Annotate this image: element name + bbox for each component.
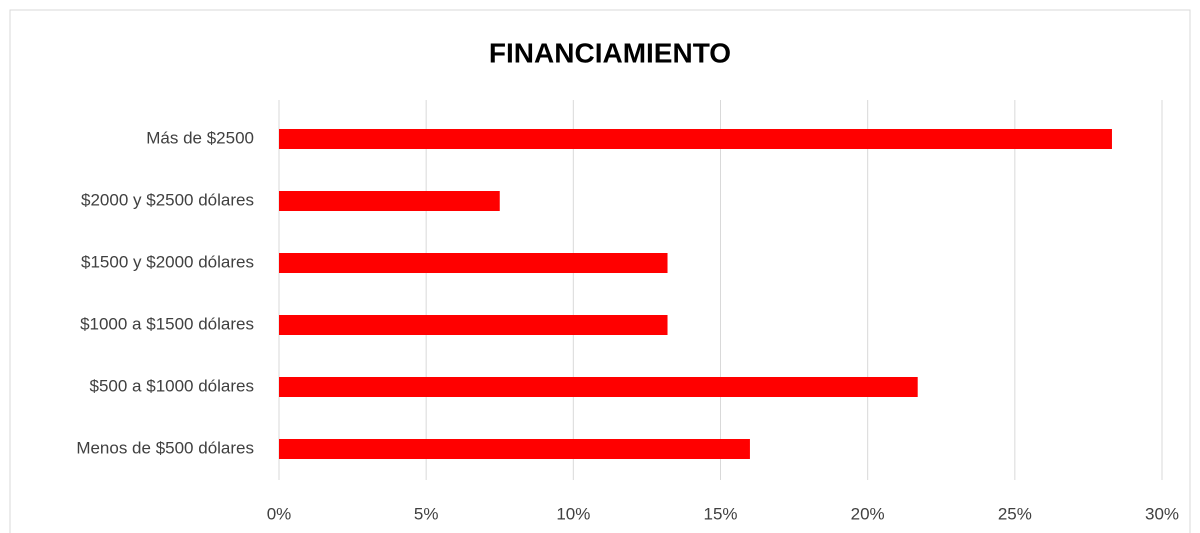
bar bbox=[279, 377, 918, 397]
y-tick-label: $1000 a $1500 dólares bbox=[80, 314, 254, 333]
x-tick-label: 5% bbox=[414, 504, 439, 523]
bar bbox=[279, 439, 750, 459]
y-tick-label: Menos de $500 dólares bbox=[76, 438, 254, 457]
x-tick-label: 0% bbox=[267, 504, 292, 523]
x-tick-label: 15% bbox=[703, 504, 737, 523]
x-tick-label: 30% bbox=[1145, 504, 1179, 523]
x-tick-label: 20% bbox=[851, 504, 885, 523]
y-tick-label: $1500 y $2000 dólares bbox=[81, 252, 254, 271]
bar bbox=[279, 315, 668, 335]
chart-title: FINANCIAMIENTO bbox=[489, 37, 731, 68]
x-tick-label: 25% bbox=[998, 504, 1032, 523]
bar bbox=[279, 129, 1112, 149]
y-tick-label: Más de $2500 bbox=[146, 128, 254, 147]
bar bbox=[279, 191, 500, 211]
y-tick-label: $2000 y $2500 dólares bbox=[81, 190, 254, 209]
y-tick-label: $500 a $1000 dólares bbox=[90, 376, 254, 395]
x-tick-label: 10% bbox=[556, 504, 590, 523]
bar bbox=[279, 253, 668, 273]
